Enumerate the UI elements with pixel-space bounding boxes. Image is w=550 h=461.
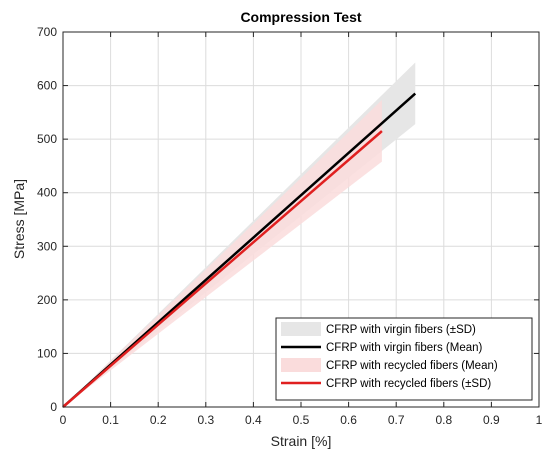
legend-swatch-recycled-band [281, 358, 321, 372]
x-tick-label: 0.4 [245, 413, 262, 427]
x-axis-label: Strain [%] [271, 433, 332, 449]
x-tick-label: 0.5 [293, 413, 310, 427]
legend-label-virgin-sd: CFRP with virgin fibers (±SD) [326, 324, 476, 336]
legend-label-virgin-mean: CFRP with virgin fibers (Mean) [326, 342, 483, 354]
x-tick-label: 0.3 [197, 413, 214, 427]
y-tick-label: 500 [37, 132, 57, 146]
x-tick-label: 0.9 [483, 413, 500, 427]
x-tick-label: 0.2 [150, 413, 167, 427]
legend-swatch-virgin-sd [281, 322, 321, 336]
band-series-0 [63, 62, 416, 408]
y-tick-label: 400 [37, 186, 57, 200]
legend-label-recycled-band: CFRP with recycled fibers (Mean) [326, 360, 498, 372]
y-tick-label: 600 [37, 79, 57, 93]
x-tick-label: 0 [60, 413, 67, 427]
y-tick-label: 100 [37, 346, 57, 360]
y-axis-ticks: 0 100 200 300 400 500 600 700 [37, 25, 539, 414]
y-tick-label: 300 [37, 239, 57, 253]
chart-title: Compression Test [240, 9, 361, 25]
legend: CFRP with virgin fibers (±SD) CFRP with … [275, 317, 533, 401]
x-tick-label: 0.8 [435, 413, 452, 427]
line-series-3 [62, 130, 383, 408]
x-tick-label: 0.7 [388, 413, 405, 427]
sd-bands [63, 62, 416, 408]
y-tick-label: 700 [37, 25, 57, 39]
legend-label-recycled-line: CFRP with recycled fibers (±SD) [326, 378, 491, 390]
y-axis-label: Stress [MPa] [11, 179, 27, 259]
y-tick-label: 200 [37, 293, 57, 307]
x-tick-label: 1 [536, 413, 543, 427]
y-tick-label: 0 [50, 400, 57, 414]
mean-lines [62, 92, 417, 408]
x-tick-label: 0.6 [340, 413, 357, 427]
x-tick-label: 0.1 [102, 413, 119, 427]
x-axis-ticks: 0 0.1 0.2 0.3 0.4 0.5 0.6 0.7 0.8 0.9 1 [60, 32, 543, 427]
band-series-2 [63, 100, 382, 408]
